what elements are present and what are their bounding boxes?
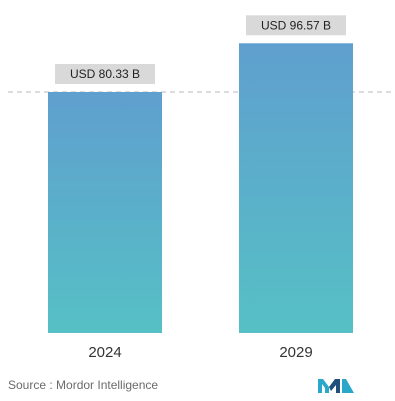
data-label-2024: USD 80.33 B: [70, 67, 140, 81]
x-tick-label-2029: 2029: [279, 344, 312, 361]
source-text: Source : Mordor Intelligence: [8, 378, 159, 392]
bar-2024: [48, 92, 162, 333]
mordor-intelligence-logo-icon: [318, 379, 354, 393]
data-label-2029: USD 96.57 B: [261, 18, 331, 32]
x-tick-label-2024: 2024: [88, 344, 121, 361]
data-label-box-2029: [246, 15, 346, 36]
bar-2029: [239, 43, 353, 333]
data-label-box-2024: [55, 64, 155, 85]
